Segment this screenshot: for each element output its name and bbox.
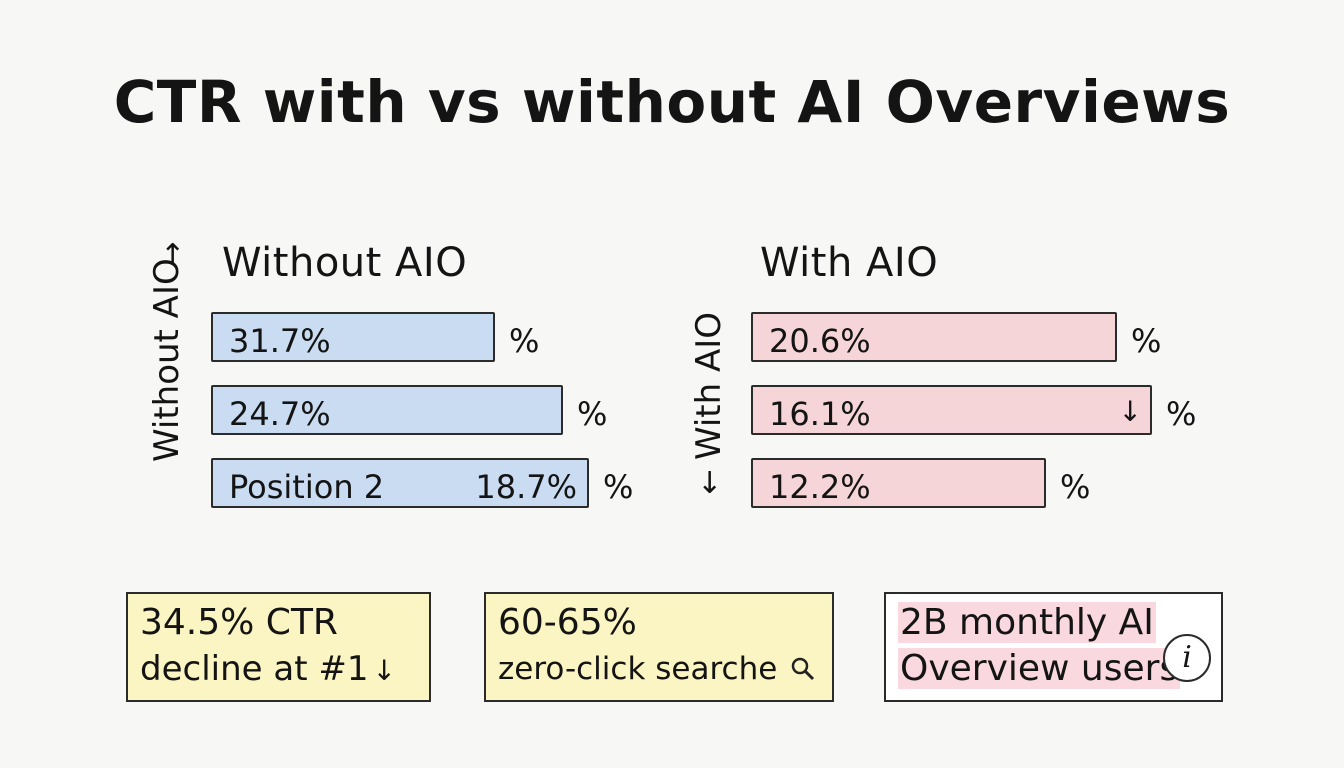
bar-category-label: Position 2 bbox=[229, 468, 385, 506]
bar-value-label: 18.7% bbox=[475, 468, 577, 506]
percent-suffix: % bbox=[577, 395, 608, 433]
percent-suffix: % bbox=[1060, 468, 1091, 506]
percent-suffix: % bbox=[509, 322, 540, 360]
stat-card-ctr-decline: 34.5% CTR decline at #1 ↓ bbox=[126, 592, 431, 702]
panel-title-with-aio: With AIO bbox=[760, 240, 939, 286]
axis-label-without-aio: Without AIO bbox=[147, 258, 187, 462]
card-line2: decline at #1 bbox=[140, 649, 369, 689]
percent-suffix: % bbox=[1131, 322, 1162, 360]
card-line1: 60-65% bbox=[498, 602, 637, 643]
bar-with-3: 12.2% bbox=[751, 458, 1046, 508]
bar-without-2: 24.7% bbox=[211, 385, 563, 435]
bar-value-label: 16.1% bbox=[769, 395, 871, 433]
stat-card-monthly-users: 2B monthly AI Overview users i bbox=[884, 592, 1223, 702]
bar-value-label: 24.7% bbox=[229, 395, 331, 433]
up-arrow-icon: ↑ bbox=[160, 238, 186, 273]
card-line1: 34.5% CTR bbox=[140, 602, 338, 643]
bar-value-label: 12.2% bbox=[769, 468, 871, 506]
down-arrow-icon: ↓ bbox=[372, 654, 396, 687]
axis-label-with-aio: With AIO bbox=[689, 311, 729, 461]
magnifier-icon bbox=[781, 653, 816, 686]
percent-suffix: % bbox=[1166, 395, 1197, 433]
bar-with-1: 20.6% bbox=[751, 312, 1117, 362]
bar-value-label: 31.7% bbox=[229, 322, 331, 360]
card-line1: 2B monthly AI bbox=[898, 602, 1156, 643]
down-arrow-icon: ↓ bbox=[1118, 395, 1142, 428]
card-line2: zero-click searche bbox=[498, 651, 778, 687]
card-line2: Overview users bbox=[898, 648, 1181, 689]
info-icon: i bbox=[1163, 634, 1211, 682]
bar-with-2: 16.1% ↓ bbox=[751, 385, 1152, 435]
bar-value-label: 20.6% bbox=[769, 322, 871, 360]
bar-without-3: Position 2 18.7% bbox=[211, 458, 589, 508]
bar-without-1: 31.7% bbox=[211, 312, 495, 362]
down-arrow-icon: ↓ bbox=[697, 466, 723, 501]
percent-suffix: % bbox=[603, 468, 634, 506]
chart-title: CTR with vs without AI Overviews bbox=[113, 68, 1231, 136]
stat-card-zero-click: 60-65% zero-click searche bbox=[484, 592, 834, 702]
panel-title-without-aio: Without AIO bbox=[222, 240, 468, 286]
